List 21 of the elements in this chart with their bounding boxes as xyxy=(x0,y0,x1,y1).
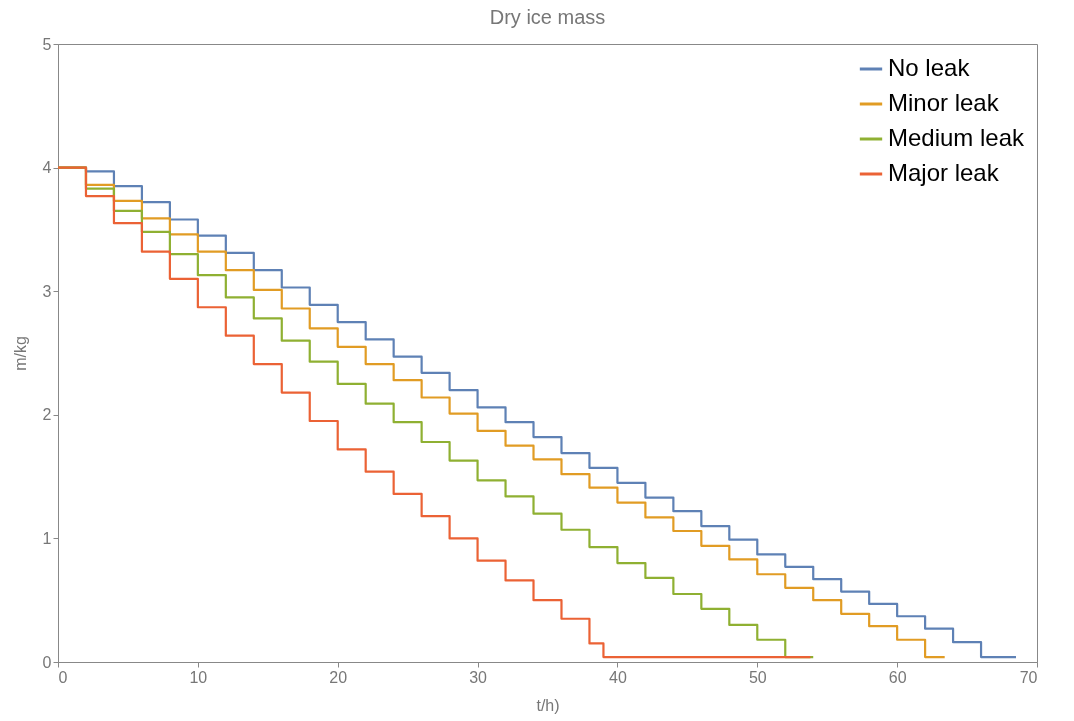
x-tick-label: 50 xyxy=(748,668,767,686)
x-tick-label: 30 xyxy=(469,668,488,686)
x-tick-label: 60 xyxy=(888,668,907,686)
legend-label: Major leak xyxy=(888,159,1000,186)
x-tick-label: 20 xyxy=(329,668,348,686)
y-tick-label: 5 xyxy=(42,35,52,53)
legend-label: Medium leak xyxy=(888,124,1026,151)
legend-label: No leak xyxy=(888,54,971,81)
x-tick-label: 0 xyxy=(58,668,68,686)
x-axis-title: t/h) xyxy=(536,696,560,714)
x-tick-label: 40 xyxy=(609,668,627,686)
y-tick-label: 3 xyxy=(42,282,52,300)
y-tick-label: 4 xyxy=(42,159,52,177)
chart-title: Dry ice mass xyxy=(489,6,606,28)
y-tick-label: 2 xyxy=(42,406,52,424)
y-axis-title: m/kg xyxy=(11,336,29,371)
x-tick-label: 10 xyxy=(189,668,208,686)
y-tick-label: 1 xyxy=(42,529,52,547)
y-tick-label: 0 xyxy=(42,653,52,671)
x-tick-label: 70 xyxy=(1019,668,1038,686)
legend-label: Minor leak xyxy=(888,89,1000,116)
